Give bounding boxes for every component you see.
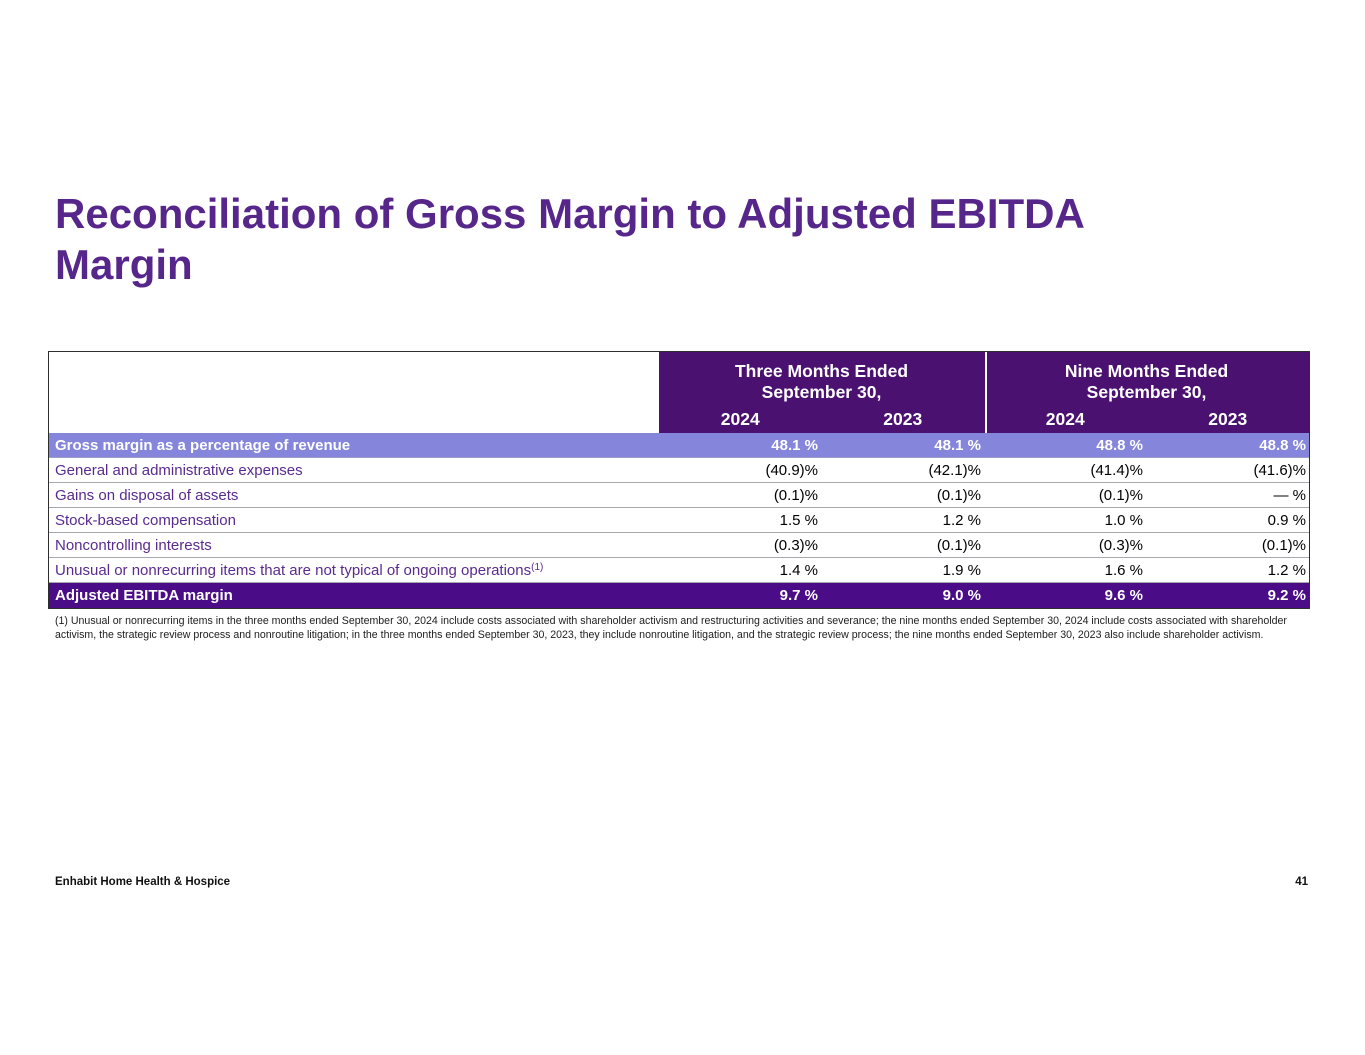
slide-footer: Enhabit Home Health & Hospice 41 (55, 876, 1308, 888)
table-row: Gross margin as a percentage of revenue 4… (49, 433, 1309, 458)
year-header: 2024 (1045, 409, 1085, 429)
table-corner-cell (49, 352, 659, 433)
year-headers: 2024 2023 (984, 408, 1309, 430)
header-group-divider (985, 352, 987, 433)
row-value: (0.1)% (936, 486, 981, 504)
row-label: Gross margin as a percentage of revenue (55, 436, 351, 454)
row-value: 9.2 % (1267, 587, 1306, 604)
row-label: Gains on disposal of assets (55, 486, 239, 504)
slide-title: Reconciliation of Gross Margin to Adjust… (55, 190, 1084, 288)
row-label: General and administrative expenses (55, 461, 303, 479)
row-value: 1.2 % (1267, 561, 1306, 579)
row-label: Noncontrolling interests (55, 536, 212, 554)
row-value: (0.1)% (773, 486, 818, 504)
row-value: (40.9)% (765, 461, 818, 479)
year-header: 2023 (1208, 409, 1248, 429)
col-group-label: Three Months Ended September 30, (734, 361, 909, 402)
table-header: Three Months Ended September 30, 2024 20… (49, 352, 1309, 433)
col-group-label: Nine Months Ended September 30, (1064, 361, 1229, 402)
row-value: (0.3)% (1098, 536, 1143, 554)
row-label: Stock-based compensation (55, 511, 236, 529)
row-value: — % (1273, 486, 1306, 504)
footnote: (1) Unusual or nonrecurring items in the… (55, 615, 1287, 641)
table-row: Unusual or nonrecurring items that are n… (49, 558, 1309, 583)
row-value: (42.1)% (928, 461, 981, 479)
year-header: 2023 (883, 409, 923, 429)
row-value: (0.1)% (1098, 486, 1143, 504)
row-value: 9.7 % (779, 587, 818, 604)
table-row: Adjusted EBITDA margin 9.7 % 9.0 % 9.6 % 9.2… (49, 583, 1309, 608)
year-headers: 2024 2023 (659, 408, 984, 430)
row-value: 1.0 % (1104, 511, 1143, 529)
row-value: 48.8 % (1096, 436, 1143, 454)
row-value: 1.9 % (942, 561, 981, 579)
row-value: 1.4 % (779, 561, 818, 579)
row-value: (41.6)% (1253, 461, 1306, 479)
reconciliation-table: Three Months Ended September 30, 2024 20… (48, 351, 1310, 609)
row-value: (0.1)% (936, 536, 981, 554)
row-value: 1.5 % (779, 511, 818, 529)
row-value: 9.6 % (1104, 587, 1143, 604)
col-group-nine-months: Nine Months Ended September 30, 2024 202… (984, 352, 1309, 433)
table-row: General and administrative expenses (40.9… (49, 458, 1309, 483)
table-body: Gross margin as a percentage of revenue 4… (49, 433, 1309, 608)
table-row: Noncontrolling interests (0.3)% (0.1)% (0.3… (49, 533, 1309, 558)
row-value: 0.9 % (1267, 511, 1306, 529)
row-value: 48.1 % (934, 436, 981, 454)
row-value: 1.6 % (1104, 561, 1143, 579)
footnote-marker: (1) (531, 561, 544, 573)
year-header: 2024 (720, 409, 760, 429)
row-value: 48.1 % (771, 436, 818, 454)
row-label: Unusual or nonrecurring items that are n… (55, 561, 544, 579)
row-value: 48.8 % (1259, 436, 1306, 454)
row-value: 9.0 % (942, 587, 981, 604)
col-group-three-months: Three Months Ended September 30, 2024 20… (659, 352, 984, 433)
page-number: 41 (1295, 876, 1308, 888)
footer-company: Enhabit Home Health & Hospice (55, 876, 231, 888)
table-row: Stock-based compensation 1.5 % 1.2 % 1.0 % 0… (49, 508, 1309, 533)
row-value: 1.2 % (942, 511, 981, 529)
row-label: Adjusted EBITDA margin (55, 587, 233, 604)
table-row: Gains on disposal of assets (0.1)% (0.1)% (… (49, 483, 1309, 508)
row-value: (0.1)% (1261, 536, 1306, 554)
row-value: (41.4)% (1090, 461, 1143, 479)
row-value: (0.3)% (773, 536, 818, 554)
